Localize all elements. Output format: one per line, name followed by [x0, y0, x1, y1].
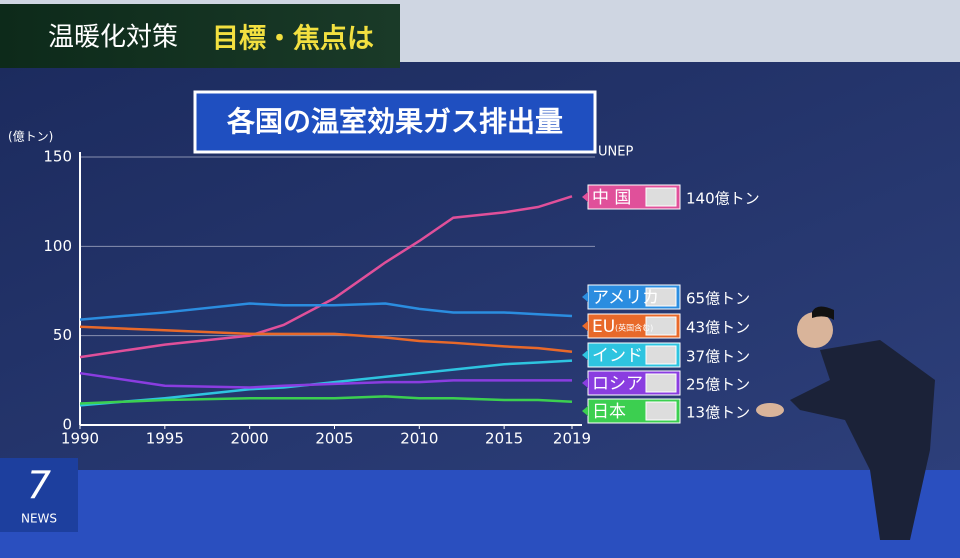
banner-highlight: 目標・焦点は — [212, 23, 374, 55]
logo-box — [0, 458, 78, 532]
legend-label: 中 国 — [592, 188, 631, 208]
x-tick-label: 2019 — [553, 430, 591, 448]
end-label: 13億トン — [686, 404, 750, 422]
y-tick-label: 0 — [62, 416, 72, 434]
presenter-head — [797, 312, 833, 348]
chart-title: 各国の温室効果ガス排出量 — [226, 105, 563, 138]
flag — [645, 345, 677, 365]
y-tick-label: 100 — [43, 237, 72, 255]
end-label: 65億トン — [686, 290, 750, 308]
legend-pointer — [582, 406, 588, 416]
legend-label: インド — [592, 346, 643, 366]
presenter-suit — [790, 340, 935, 540]
logo-number: 7 — [27, 464, 51, 508]
flag — [645, 373, 677, 393]
legend-pointer — [582, 350, 588, 360]
x-tick-label: 1995 — [146, 430, 184, 448]
legend-pointer — [582, 192, 588, 202]
end-label: 43億トン — [686, 319, 750, 337]
banner — [0, 4, 400, 68]
series-line — [79, 359, 573, 407]
source: UNEP — [598, 145, 633, 160]
x-tick-label: 2000 — [231, 430, 269, 448]
y-unit: (億トン) — [8, 130, 53, 144]
presenter — [756, 306, 935, 540]
presenter-hair — [812, 306, 834, 320]
x-tick-label: 1990 — [61, 430, 99, 448]
legend-note: (英国含む) — [615, 323, 653, 333]
flag — [645, 401, 677, 421]
title-box — [193, 90, 597, 154]
end-label: 37億トン — [686, 348, 750, 366]
presenter-hand — [756, 403, 784, 417]
floor — [0, 470, 960, 558]
x-tick-label: 2005 — [315, 430, 353, 448]
flag — [645, 187, 677, 207]
flag — [645, 316, 677, 336]
series-line — [79, 371, 572, 389]
legend-pointer — [582, 378, 588, 388]
series-line — [79, 325, 573, 353]
legend-label: アメリカ — [592, 288, 659, 308]
series-line — [79, 302, 573, 321]
x-tick-label: 2010 — [400, 430, 438, 448]
legend-label: EU — [592, 317, 615, 337]
legend-pointer — [582, 292, 588, 302]
series-line — [79, 195, 573, 359]
end-label: 140億トン — [686, 190, 760, 208]
series-line — [79, 395, 573, 405]
y-tick-label: 50 — [53, 326, 72, 344]
legend-label: ロシア — [592, 374, 643, 394]
legend-label: 日本 — [592, 402, 626, 422]
banner-text: 温暖化対策 — [48, 23, 178, 53]
x-tick-label: 2015 — [485, 430, 523, 448]
legend-pointer — [582, 321, 588, 331]
end-label: 25億トン — [686, 376, 750, 394]
logo-text: NEWS — [21, 512, 57, 526]
y-tick-label: 150 — [43, 148, 72, 166]
flag — [645, 287, 677, 307]
